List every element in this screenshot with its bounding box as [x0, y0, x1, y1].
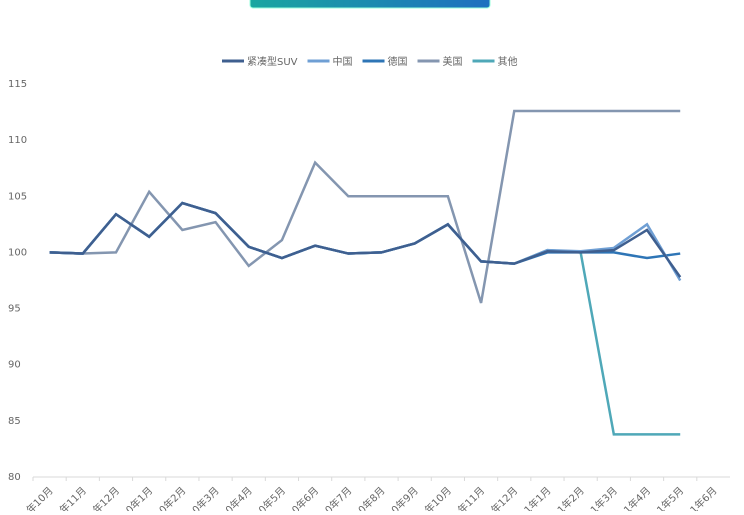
x-tick-label: 年10月: [23, 484, 55, 511]
x-tick-label: 1年2月: [554, 484, 586, 511]
x-tick-label: 1年3月: [588, 484, 620, 511]
legend-label: 中国: [333, 55, 353, 68]
x-tick-label: 年12月: [90, 484, 122, 511]
legend-label: 其他: [498, 55, 518, 68]
x-tick-label: 年10月: [422, 484, 454, 511]
x-tick-label: 0年3月: [189, 484, 221, 511]
y-tick-label: 80: [8, 472, 21, 483]
x-tick-label: 0年6月: [289, 484, 321, 511]
x-tick-label: 0年2月: [156, 484, 188, 511]
y-tick-label: 105: [8, 191, 27, 202]
legend-label: 美国: [443, 55, 463, 68]
legend-label: 德国: [388, 55, 408, 68]
y-tick-label: 95: [8, 304, 21, 315]
y-tick-label: 100: [8, 247, 27, 258]
series-line: [49, 201, 682, 278]
title-banner: [249, 0, 491, 9]
x-tick-label: 年11月: [57, 484, 89, 511]
x-tick-label: 1年5月: [654, 484, 686, 511]
y-tick-label: 110: [8, 135, 27, 146]
x-tick-label: 0年4月: [223, 484, 255, 511]
x-tick-label: 0年7月: [322, 484, 354, 511]
y-tick-label: 115: [8, 79, 27, 90]
series-line: [49, 201, 681, 436]
x-tick-label: 1年1月: [521, 484, 553, 511]
y-tick-label: 85: [8, 416, 21, 427]
series-line: [49, 201, 682, 282]
x-tick-label: 年12月: [488, 484, 520, 511]
x-tick-label: 0年9月: [388, 484, 420, 511]
x-tick-label: 1年4月: [621, 484, 653, 511]
x-tick-label: 0年5月: [256, 484, 288, 511]
x-tick-label: 1年6月: [687, 484, 719, 511]
series-line: [49, 109, 681, 304]
x-tick-label: 0年8月: [355, 484, 387, 511]
legend-label: 紧凑型SUV: [247, 55, 298, 68]
x-tick-label: 年11月: [455, 484, 487, 511]
y-tick-label: 90: [8, 360, 21, 371]
x-tick-label: 0年1月: [123, 484, 155, 511]
